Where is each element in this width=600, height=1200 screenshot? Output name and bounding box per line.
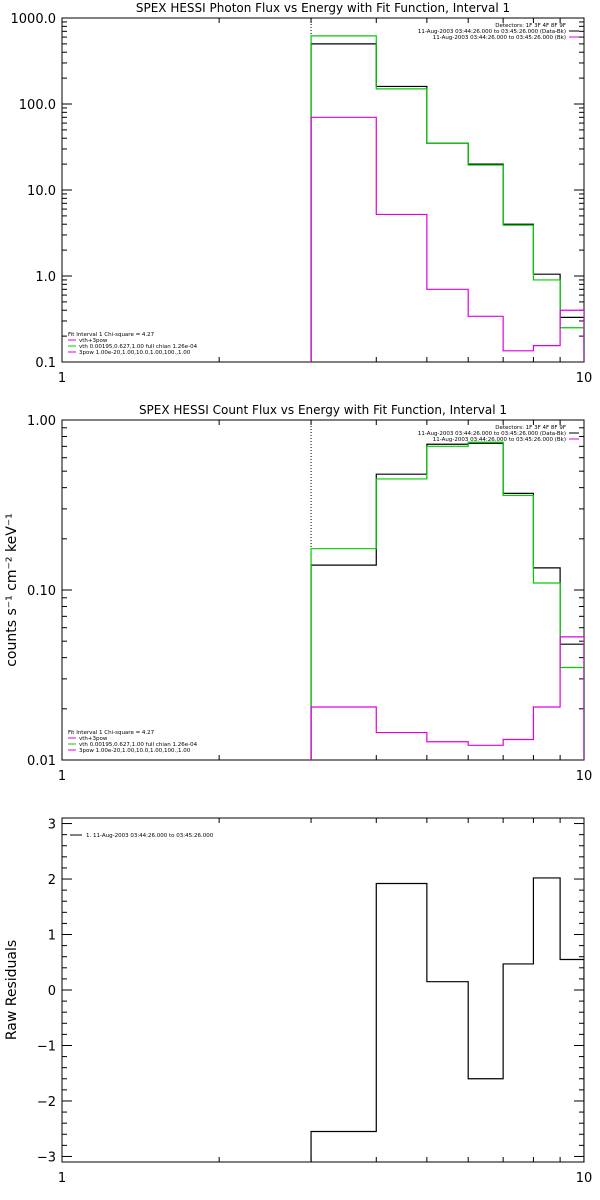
plot-frame <box>61 419 585 761</box>
y-tick-label: −2 <box>37 1095 56 1110</box>
legend-topright-line: 11-Aug-2003 03:44:26.000 to 03:45:26.000… <box>433 35 566 41</box>
chart-title: SPEX HESSI Count Flux vs Energy with Fit… <box>139 403 507 417</box>
y-axis-label: Raw Residuals <box>4 940 20 1040</box>
series-line-1 <box>310 35 584 362</box>
legend-bottomleft-line: Fit Interval 1 Chi-square = 4.27 <box>68 730 155 736</box>
x-tick-label: 10 <box>576 769 593 784</box>
x-tick-label: 1 <box>58 371 66 386</box>
y-tick-label: 2 <box>48 873 56 888</box>
x-tick-label: 10 <box>576 1171 593 1186</box>
y-tick-label: 1 <box>48 929 56 944</box>
x-tick-label: 10 <box>576 371 593 386</box>
legend-bottomleft-line: vth+3pow <box>79 338 108 344</box>
series-line-2 <box>310 116 584 362</box>
y-tick-label: 100.0 <box>19 98 56 113</box>
legend-topright-line: Detectors: 1F 3F 4F 8F 9F <box>495 23 566 29</box>
y-tick-label: −1 <box>37 1039 56 1054</box>
x-tick-label: 1 <box>58 1171 66 1186</box>
legend-bottomleft-line: vth 0.00195,0.627,1.00 full chian 1.26e-… <box>79 344 198 350</box>
x-tick-label: 1 <box>58 769 66 784</box>
legend-topright-line: 11-Aug-2003 03:44:26.000 to 03:45:26.000… <box>418 29 566 35</box>
y-tick-label: 1.00 <box>27 414 56 429</box>
y-tick-label: 0.10 <box>27 584 56 599</box>
y-tick-label: 10.0 <box>27 184 56 199</box>
y-axis-label: counts s⁻¹ cm⁻² keV⁻¹ <box>4 513 20 667</box>
legend-bottomleft-line: vth 0.00195,0.627,1.00 full chian 1.26e-… <box>79 742 198 748</box>
legend-bottomleft-line: Fit Interval 1 Chi-square = 4.27 <box>68 332 155 338</box>
y-tick-label: 1.0 <box>35 270 56 285</box>
legend-bottomleft-line: 3pow 1.00e-20,1.00,10.0,1.00,100.,1.00 <box>79 350 191 356</box>
legend-topright-line: 11-Aug-2003 03:44:26.000 to 03:45:26.000… <box>433 437 566 443</box>
series-line-2 <box>310 636 584 760</box>
y-tick-label: 0.01 <box>27 754 56 769</box>
legend-bottomleft-line: 3pow 1.00e-20,1.00,10.0,1.00,100.,1.00 <box>79 748 191 754</box>
series-line-0 <box>310 877 584 1162</box>
series-line-1 <box>310 441 584 760</box>
legend-topleft-line: 1. 11-Aug-2003 03:44:26.000 to 03:45:26.… <box>86 833 214 839</box>
y-tick-label: 0 <box>48 984 56 999</box>
series-line-0 <box>310 442 584 760</box>
plot-frame <box>61 17 585 363</box>
panel-photon-flux: SPEX HESSI Photon Flux vs Energy with Fi… <box>11 1 593 386</box>
y-tick-label: 3 <box>48 818 56 833</box>
panel-count-flux: SPEX HESSI Count Flux vs Energy with Fit… <box>4 403 592 784</box>
legend-topright-line: Detectors: 1F 3F 4F 8F 9F <box>495 425 566 431</box>
plot-frame <box>61 817 585 1163</box>
series-line-0 <box>310 43 584 362</box>
legend-bottomleft-line: vth+3pow <box>79 736 108 742</box>
y-tick-label: 0.1 <box>35 356 56 371</box>
y-tick-label: −3 <box>37 1150 56 1165</box>
panel-residuals: Raw Residuals 1 10 −3 −2 −1 0 1 2 3 1. 11-Aug-2003… <box>4 817 593 1186</box>
y-tick-label: 1000.0 <box>11 12 57 27</box>
legend-topright-line: 11-Aug-2003 03:44:26.000 to 03:45:26.000… <box>418 431 566 437</box>
chart-title: SPEX HESSI Photon Flux vs Energy with Fi… <box>136 1 510 15</box>
